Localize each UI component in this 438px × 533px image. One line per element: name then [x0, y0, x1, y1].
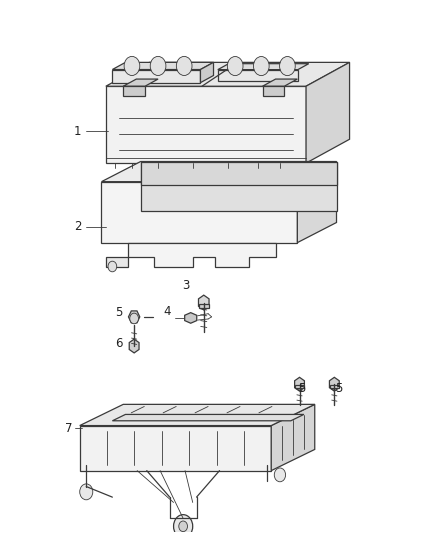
Text: 4: 4 — [163, 305, 170, 318]
Polygon shape — [102, 161, 336, 182]
Circle shape — [179, 521, 187, 531]
Circle shape — [80, 484, 93, 500]
Text: 2: 2 — [74, 220, 81, 233]
Text: 3: 3 — [183, 279, 190, 292]
Polygon shape — [218, 70, 298, 82]
Text: 1: 1 — [74, 125, 81, 138]
Circle shape — [108, 261, 117, 272]
Polygon shape — [306, 62, 350, 163]
Polygon shape — [127, 243, 276, 266]
Polygon shape — [218, 63, 309, 70]
Polygon shape — [129, 339, 139, 353]
Polygon shape — [113, 62, 213, 69]
Polygon shape — [295, 385, 304, 389]
Polygon shape — [106, 257, 127, 266]
Polygon shape — [123, 79, 158, 86]
Circle shape — [177, 56, 192, 76]
Polygon shape — [271, 405, 315, 471]
Circle shape — [150, 56, 166, 76]
Polygon shape — [330, 385, 339, 389]
Circle shape — [124, 56, 140, 76]
Polygon shape — [106, 62, 350, 86]
Polygon shape — [128, 311, 140, 323]
Polygon shape — [329, 377, 339, 391]
Polygon shape — [295, 377, 304, 391]
Polygon shape — [113, 415, 304, 421]
Polygon shape — [80, 425, 271, 471]
Polygon shape — [80, 405, 315, 425]
Polygon shape — [198, 304, 209, 308]
Polygon shape — [102, 182, 297, 243]
Circle shape — [254, 56, 269, 76]
Polygon shape — [141, 161, 336, 185]
Text: 5: 5 — [335, 382, 343, 395]
Polygon shape — [141, 161, 336, 211]
Polygon shape — [123, 86, 145, 96]
Text: 5: 5 — [298, 382, 305, 395]
Text: 5: 5 — [115, 306, 123, 319]
Text: 7: 7 — [65, 422, 73, 435]
Text: 6: 6 — [115, 337, 123, 350]
Circle shape — [274, 468, 286, 482]
Polygon shape — [113, 69, 201, 83]
Polygon shape — [198, 295, 209, 310]
Polygon shape — [297, 161, 336, 243]
Circle shape — [227, 56, 243, 76]
Polygon shape — [106, 86, 306, 163]
Circle shape — [173, 515, 193, 533]
Polygon shape — [262, 86, 284, 96]
Circle shape — [279, 56, 295, 76]
Polygon shape — [201, 62, 213, 83]
Polygon shape — [185, 313, 197, 323]
Polygon shape — [262, 79, 297, 86]
Circle shape — [130, 313, 138, 324]
